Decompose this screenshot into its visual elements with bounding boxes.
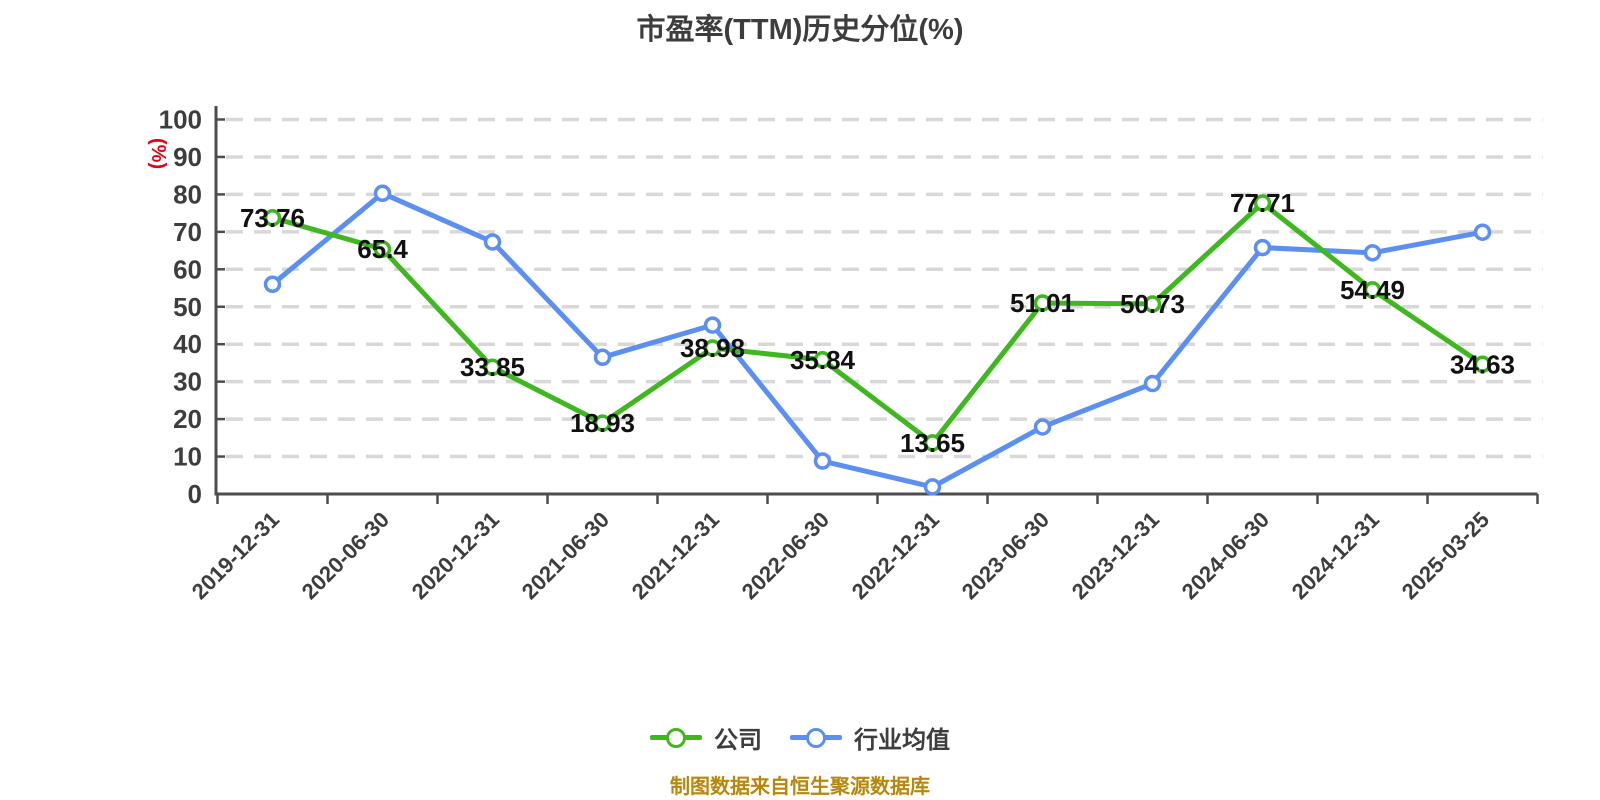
company-value-label: 13.65 [900, 428, 965, 458]
industry-average-legend-label: 行业均值 [854, 727, 950, 754]
company-value-label: 33.85 [460, 352, 525, 382]
x-axis-label: 2024-12-31 [1287, 507, 1384, 604]
company-marker [1253, 194, 1272, 212]
company-marker [923, 434, 942, 452]
company-marker [1473, 355, 1492, 374]
x-axis-label: 2023-12-31 [1067, 507, 1164, 604]
company-value-label: 73.76 [240, 203, 305, 233]
company-legend-label: 公司 [714, 727, 762, 754]
company-marker [703, 339, 722, 357]
y-tick-label: 60 [173, 254, 202, 284]
industry-average-legend-marker [790, 727, 842, 748]
x-axis-label: 2022-12-31 [847, 507, 944, 604]
legend-item-industry-average[interactable]: 行业均值 [790, 720, 950, 755]
industry-average-marker [1363, 244, 1382, 262]
x-axis-label: 2021-06-30 [517, 507, 614, 604]
company-marker [1033, 294, 1052, 312]
y-tick-label: 90 [173, 142, 202, 172]
company-value-label: 18.93 [570, 408, 635, 438]
company-marker [373, 240, 392, 258]
company-value-label: 50.73 [1120, 289, 1185, 319]
company-marker [593, 414, 612, 432]
y-tick-label: 30 [173, 367, 202, 397]
y-tick-label: 10 [173, 442, 202, 472]
x-axis-label: 2023-06-30 [957, 507, 1054, 604]
industry-average-marker [923, 478, 942, 496]
industry-average-marker [1033, 418, 1052, 436]
company-value-label: 51.01 [1010, 288, 1075, 318]
y-tick-label: 50 [173, 292, 202, 322]
company-marker [813, 351, 832, 369]
x-axis-label: 2025-03-25 [1397, 507, 1494, 604]
industry-average-marker [263, 275, 282, 294]
y-tick-label: 0 [188, 479, 202, 509]
industry-average-marker [1143, 374, 1162, 393]
company-marker [263, 209, 282, 227]
industry-average-legend-dot-icon [806, 727, 826, 748]
x-axis-label: 2020-12-31 [407, 507, 504, 604]
x-axis-label: 2020-06-30 [297, 507, 394, 604]
x-axis-label: 2024-06-30 [1177, 507, 1274, 604]
y-tick-label: 40 [173, 329, 202, 359]
company-legend-dot-icon [666, 727, 686, 748]
company-value-label: 54.49 [1340, 275, 1405, 305]
company-marker [483, 358, 502, 376]
y-tick-label: 100 [159, 105, 202, 135]
y-tick-label: 80 [173, 179, 202, 209]
company-value-label: 35.84 [790, 345, 856, 375]
y-tick-label: 70 [173, 217, 202, 247]
data-source-caption: 制图数据来自恒生聚源数据库 [670, 776, 930, 798]
industry-average-marker [483, 233, 502, 251]
company-value-label: 77.71 [1230, 188, 1295, 218]
x-axis-label: 2021-12-31 [627, 507, 724, 604]
industry-average-line [270, 190, 1485, 490]
company-marker [1363, 281, 1382, 299]
company-marker [1143, 295, 1162, 313]
industry-average-marker [1253, 238, 1272, 257]
x-axis-label: 2022-06-30 [737, 507, 834, 604]
company-line [270, 200, 1485, 446]
chart-title: 市盈率(TTM)历史分位(%) [636, 14, 964, 46]
legend: 公司 行业均值 [0, 720, 1600, 755]
industry-average-marker [703, 316, 722, 334]
plot-area: 0 10 20 30 40 50 60 70 80 90 100 2019-12-31 2020-06-… [159, 105, 1543, 604]
legend-item-company[interactable]: 公司 [650, 720, 762, 755]
industry-average-marker [813, 452, 832, 470]
company-value-label: 38.98 [680, 333, 745, 363]
industry-average-marker [1473, 223, 1492, 241]
y-tick-label: 20 [173, 404, 202, 434]
company-value-label: 65.4 [357, 234, 408, 264]
company-value-label: 34.63 [1450, 349, 1515, 379]
industry-average-marker [593, 348, 612, 367]
company-legend-marker [650, 727, 702, 748]
x-axis-label: 2019-12-31 [187, 507, 284, 604]
industry-average-marker [373, 184, 392, 203]
